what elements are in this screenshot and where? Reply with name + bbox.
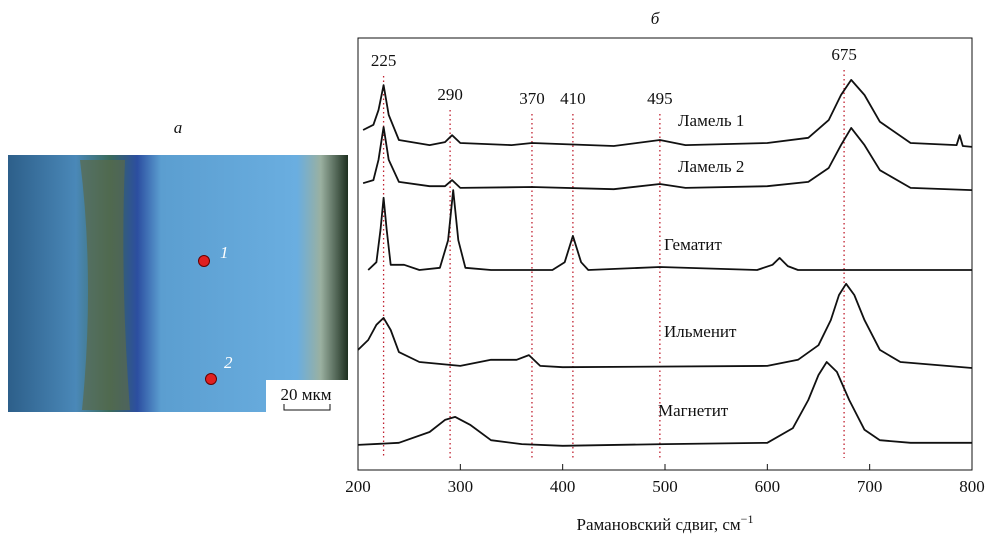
x-tick-label: 700 <box>857 477 883 496</box>
series-label: Гематит <box>664 235 722 254</box>
x-axis-label: Рамановский сдвиг, см−1 <box>577 512 754 534</box>
reference-label: 675 <box>831 45 857 64</box>
micrograph <box>8 155 348 412</box>
x-axis-label-sup: −1 <box>741 512 754 526</box>
reference-label: 290 <box>437 85 463 104</box>
series-label: Ламель 2 <box>678 157 744 176</box>
reference-label: 495 <box>647 89 673 108</box>
x-tick-label: 600 <box>755 477 781 496</box>
point-marker <box>198 255 210 267</box>
scale-box <box>266 380 348 412</box>
reference-label: 225 <box>371 51 397 70</box>
chart-title: б <box>651 9 660 28</box>
x-tick-label: 400 <box>550 477 576 496</box>
spectrum-line <box>362 126 973 191</box>
spectrum-line <box>357 361 972 447</box>
spectrum-line <box>362 79 973 148</box>
point-label: 1 <box>220 243 229 262</box>
spectrum-line <box>357 282 973 369</box>
reference-label: 370 <box>519 89 545 108</box>
micrograph-band <box>80 160 130 410</box>
x-tick-label: 300 <box>448 477 474 496</box>
spectrum-line <box>367 189 972 271</box>
x-axis-label-text: Рамановский сдвиг, см <box>577 515 741 534</box>
x-tick-label: 800 <box>959 477 985 496</box>
series-label: Магнетит <box>658 401 729 420</box>
x-tick-label: 500 <box>652 477 678 496</box>
scale-bar-label: 20 мкм <box>280 385 331 404</box>
x-tick-label: 200 <box>345 477 371 496</box>
panel-a-label: а <box>174 118 183 137</box>
point-marker <box>205 373 217 385</box>
reference-label: 410 <box>560 89 586 108</box>
series-label: Ильменит <box>664 322 737 341</box>
scale-bar <box>283 404 331 411</box>
point-label: 2 <box>224 353 233 372</box>
series-label: Ламель 1 <box>678 111 744 130</box>
